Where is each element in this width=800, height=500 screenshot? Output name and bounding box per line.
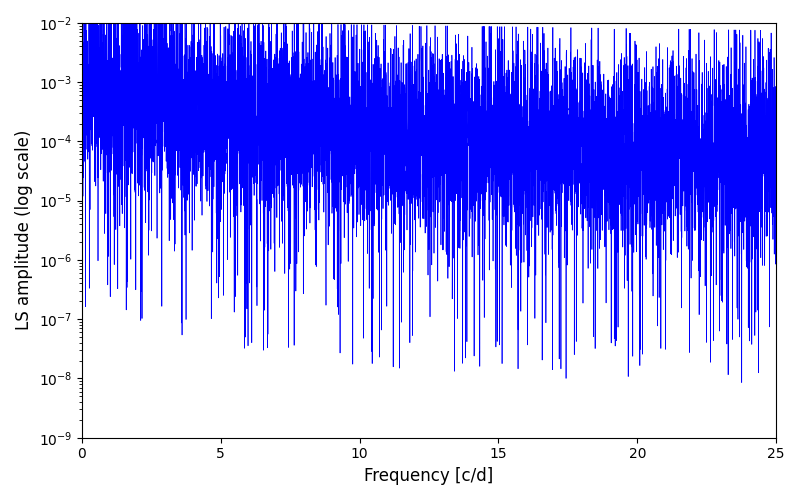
Y-axis label: LS amplitude (log scale): LS amplitude (log scale) [15, 130, 33, 330]
X-axis label: Frequency [c/d]: Frequency [c/d] [364, 467, 494, 485]
